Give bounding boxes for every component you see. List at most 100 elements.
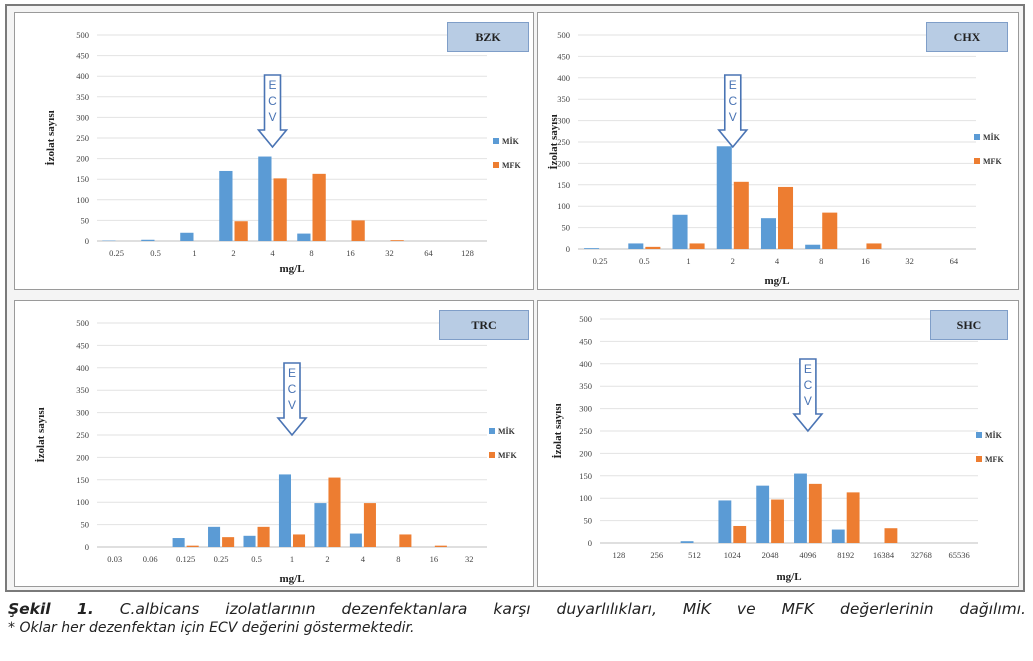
y-tick-label: 50 xyxy=(81,215,90,225)
y-tick-label: 250 xyxy=(557,137,570,147)
y-tick-label: 500 xyxy=(557,30,570,40)
y-tick-label: 100 xyxy=(557,201,570,211)
y-tick-label: 0 xyxy=(566,244,570,254)
bar-mik-0.5 xyxy=(628,243,644,249)
bar-mik-2048 xyxy=(756,485,770,543)
x-tick-label: 16 xyxy=(430,554,439,564)
x-tick-label: 0.06 xyxy=(143,554,158,564)
legend-entry-mik: MİK xyxy=(974,131,1002,143)
ecv-arrow-icon xyxy=(276,362,308,437)
svg-text:E: E xyxy=(729,78,737,92)
bar-mik-4096 xyxy=(794,473,807,543)
x-tick-label: 4 xyxy=(775,256,780,266)
bar-mfk-8 xyxy=(399,534,412,547)
legend-label: MİK xyxy=(502,136,519,146)
x-tick-label: 64 xyxy=(424,248,433,258)
ecv-label: ECV xyxy=(268,78,277,124)
x-tick-label: 0.03 xyxy=(107,554,122,564)
y-tick-label: 100 xyxy=(76,497,89,507)
x-tick-label: 2 xyxy=(731,256,735,266)
y-tick-label: 450 xyxy=(76,51,89,61)
bar-mfk-16384 xyxy=(884,528,898,543)
x-tick-label: 1 xyxy=(686,256,690,266)
svg-text:V: V xyxy=(804,394,812,408)
bar-mik-1 xyxy=(672,214,688,249)
bar-mik-1 xyxy=(278,474,291,547)
legend-label: MFK xyxy=(985,454,1004,464)
ecv-label: ECV xyxy=(804,362,813,408)
legend-label: MFK xyxy=(498,450,517,460)
y-axis-label: İzolat sayısı xyxy=(45,110,57,166)
x-tick-label: 8192 xyxy=(837,550,854,560)
x-tick-label: 2 xyxy=(231,248,235,258)
y-tick-label: 300 xyxy=(76,112,89,122)
x-tick-label: 4 xyxy=(270,248,275,258)
x-tick-label: 16384 xyxy=(873,550,895,560)
y-tick-label: 400 xyxy=(557,73,570,83)
bar-mik-1 xyxy=(180,232,194,241)
caption-line-2: * Oklar her dezenfektan için ECV değerin… xyxy=(8,620,415,636)
bar-mik-0.25 xyxy=(208,526,221,547)
ecv-label: ECV xyxy=(728,78,737,124)
caption-line-1: Şekil 1. C.albicans izolatlarının dezenf… xyxy=(8,599,1026,619)
bar-mfk-8192 xyxy=(846,492,860,543)
y-tick-label: 50 xyxy=(562,223,571,233)
bar-mik-2 xyxy=(314,503,327,547)
chart-title-chx: CHX xyxy=(926,22,1008,52)
y-tick-label: 300 xyxy=(579,404,592,414)
y-tick-label: 500 xyxy=(76,318,89,328)
bar-mfk-2 xyxy=(234,221,248,241)
bar-mfk-16 xyxy=(434,545,447,547)
y-tick-label: 500 xyxy=(76,30,89,40)
legend-swatch xyxy=(489,428,495,434)
x-axis-label: mg/L xyxy=(776,571,802,583)
bar-mik-4 xyxy=(349,533,362,547)
chart-legend: MİK MFK xyxy=(976,429,1004,477)
svg-text:V: V xyxy=(729,110,737,124)
x-tick-label: 2048 xyxy=(762,550,779,560)
figure-frame: 0 50 100 150 200 250 300 350 400 450 500 0.25 0.5 1 2 4… xyxy=(5,4,1025,592)
svg-text:V: V xyxy=(268,110,276,124)
bar-mfk-2048 xyxy=(771,499,784,543)
x-tick-label: 0.25 xyxy=(593,256,608,266)
chart-panel-shc: 0 50 100 150 200 250 300 350 400 450 500 128 256 512 1… xyxy=(537,300,1019,587)
bar-mik-0.125 xyxy=(172,538,185,547)
bar-mfk-0.5 xyxy=(645,246,661,249)
bar-mik-0.25 xyxy=(584,248,600,249)
chart-legend: MİK MFK xyxy=(489,425,517,473)
y-tick-label: 400 xyxy=(76,363,89,373)
bar-mfk-16 xyxy=(866,243,882,249)
y-tick-label: 400 xyxy=(76,71,89,81)
ecv-label: ECV xyxy=(288,366,297,412)
legend-entry-mik: MİK xyxy=(489,425,517,437)
x-tick-label: 4096 xyxy=(799,550,816,560)
x-tick-label: 0.5 xyxy=(639,256,650,266)
y-tick-label: 200 xyxy=(579,448,592,458)
bar-mfk-1 xyxy=(293,534,306,547)
bar-mfk-8 xyxy=(312,173,326,241)
chart-title-shc: SHC xyxy=(930,310,1008,340)
y-tick-label: 350 xyxy=(76,92,89,102)
y-tick-label: 450 xyxy=(76,340,89,350)
legend-swatch xyxy=(976,456,982,462)
y-tick-label: 450 xyxy=(579,336,592,346)
bar-mik-1024 xyxy=(718,500,732,543)
figure-label: Şekil 1. xyxy=(8,600,94,618)
legend-label: MİK xyxy=(985,430,1002,440)
x-tick-label: 256 xyxy=(650,550,663,560)
x-tick-label: 8 xyxy=(819,256,823,266)
y-tick-label: 50 xyxy=(584,516,593,526)
svg-text:C: C xyxy=(288,382,297,396)
ecv-arrow-icon xyxy=(717,74,749,149)
chart-legend: MİK MFK xyxy=(974,131,1002,179)
x-tick-label: 1024 xyxy=(724,550,742,560)
x-tick-label: 4 xyxy=(361,554,366,564)
x-tick-label: 512 xyxy=(688,550,701,560)
x-tick-label: 16 xyxy=(861,256,870,266)
bar-mfk-2 xyxy=(733,181,749,249)
bar-mfk-16 xyxy=(351,220,365,241)
bar-mfk-1 xyxy=(689,243,705,249)
x-tick-label: 8 xyxy=(309,248,313,258)
chart-panel-trc: 0 50 100 150 200 250 300 350 400 450 500 0.03 0.06 0.… xyxy=(14,300,534,587)
bar-mik-4 xyxy=(258,156,272,241)
